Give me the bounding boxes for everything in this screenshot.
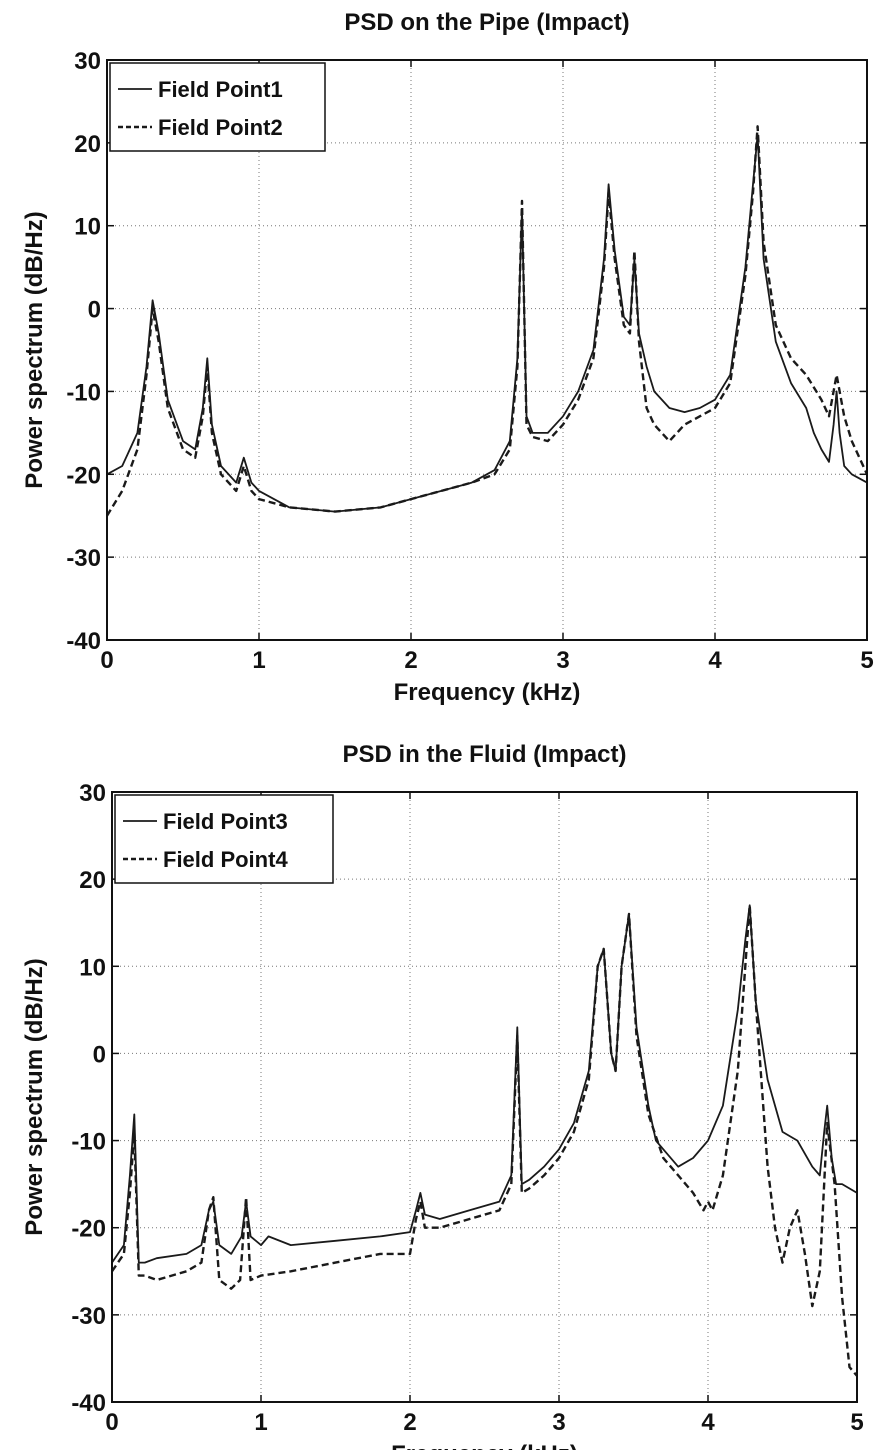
chart-title: PSD in the Fluid (Impact) — [342, 741, 626, 768]
y-tick-label: -20 — [71, 1216, 106, 1243]
x-tick-label: 0 — [100, 647, 113, 674]
legend-label-1: Field Point3 — [163, 809, 288, 834]
y-tick-label: 10 — [79, 954, 106, 981]
x-tick-label: 4 — [701, 1409, 715, 1436]
legend-box — [109, 62, 326, 152]
chart-psd-pipe: 0 1 2 3 4 5 -40 -30 -20 -10 0 10 20 30 PSD on the Pipe… — [21, 9, 874, 706]
y-tick-label: -30 — [66, 545, 101, 572]
y-tick-label: 30 — [79, 780, 106, 807]
chart-title: PSD on the Pipe (Impact) — [344, 9, 629, 36]
x-tick-label: 5 — [850, 1409, 863, 1436]
x-tick-label: 3 — [556, 647, 569, 674]
legend-label-2: Field Point2 — [158, 115, 283, 140]
y-tick-label: 20 — [79, 867, 106, 894]
plot-area — [112, 792, 857, 1402]
legend-box — [114, 794, 334, 884]
x-tick-label: 1 — [254, 1409, 267, 1436]
series-line-2 — [111, 904, 858, 1377]
x-tick-label: 0 — [105, 1409, 118, 1436]
x-tick-label: 2 — [404, 647, 417, 674]
axes-frame — [106, 59, 868, 641]
x-tick-label: 1 — [252, 647, 265, 674]
x-tick-label: 2 — [403, 1409, 416, 1436]
legend-label-2: Field Point4 — [163, 847, 288, 872]
y-tick-label: -20 — [66, 462, 101, 489]
y-tick-label: 20 — [74, 131, 101, 158]
y-tick-label: -10 — [71, 1129, 106, 1156]
legend: Field Point1 Field Point2 — [109, 62, 326, 152]
series-line-1 — [106, 133, 868, 513]
x-tick-label: 4 — [708, 647, 722, 674]
y-tick-label: 0 — [88, 297, 101, 324]
series-line-1 — [111, 904, 858, 1264]
y-axis-label: Power spectrum (dB/Hz) — [21, 211, 48, 488]
x-tick-label: 5 — [860, 647, 873, 674]
y-tick-label: -40 — [71, 1390, 106, 1417]
x-tick-label: 3 — [552, 1409, 565, 1436]
axes-frame — [111, 791, 858, 1403]
y-tick-label: 10 — [74, 214, 101, 241]
plot-area — [107, 60, 867, 640]
chart-psd-fluid: 0 1 2 3 4 5 -40 -30 -20 -10 0 10 20 30 PSD in the Flui… — [21, 741, 864, 1450]
legend: Field Point3 Field Point4 — [114, 794, 334, 884]
y-tick-label: -40 — [66, 628, 101, 655]
legend-label-1: Field Point1 — [158, 77, 283, 102]
x-axis-label: Frequency (kHz) — [394, 679, 581, 706]
series-line-2 — [105, 125, 869, 517]
y-tick-label: 0 — [93, 1041, 106, 1068]
y-tick-label: 30 — [74, 48, 101, 75]
y-tick-label: -10 — [66, 379, 101, 406]
y-tick-label: -30 — [71, 1303, 106, 1330]
x-axis-label: Frequency (kHz) — [391, 1441, 578, 1450]
y-axis-label: Power spectrum (dB/Hz) — [21, 958, 48, 1235]
